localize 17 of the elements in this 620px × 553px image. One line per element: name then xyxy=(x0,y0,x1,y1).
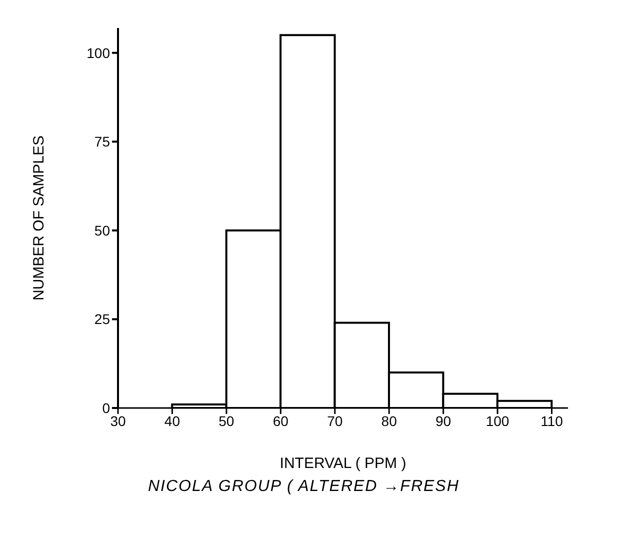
x-tick-label: 110 xyxy=(540,412,564,429)
y-tick-label: 50 xyxy=(94,222,110,238)
x-tick-label: 80 xyxy=(381,412,398,429)
x-tick-label: 90 xyxy=(436,412,452,429)
x-tick-label: 50 xyxy=(218,412,234,429)
text: NICOLA GROUP ( ALTERED →FRESH xyxy=(148,478,460,496)
x-tick-label: 100 xyxy=(486,412,510,429)
y-tick-label: 0 xyxy=(102,400,110,416)
x-tick-label: 60 xyxy=(272,412,289,429)
x-tick-label: 40 xyxy=(164,412,180,429)
y-tick-label: 100 xyxy=(86,44,110,61)
x-axis-title: INTERVAL ( PPM ) xyxy=(280,455,406,472)
y-axis-title: NUMBER OF SAMPLES xyxy=(30,135,48,301)
x-tick-label: 70 xyxy=(327,412,343,429)
y-tick-label: 75 xyxy=(94,134,110,150)
x-tick-label: 30 xyxy=(110,412,126,429)
y-tick-label: 25 xyxy=(94,311,110,328)
